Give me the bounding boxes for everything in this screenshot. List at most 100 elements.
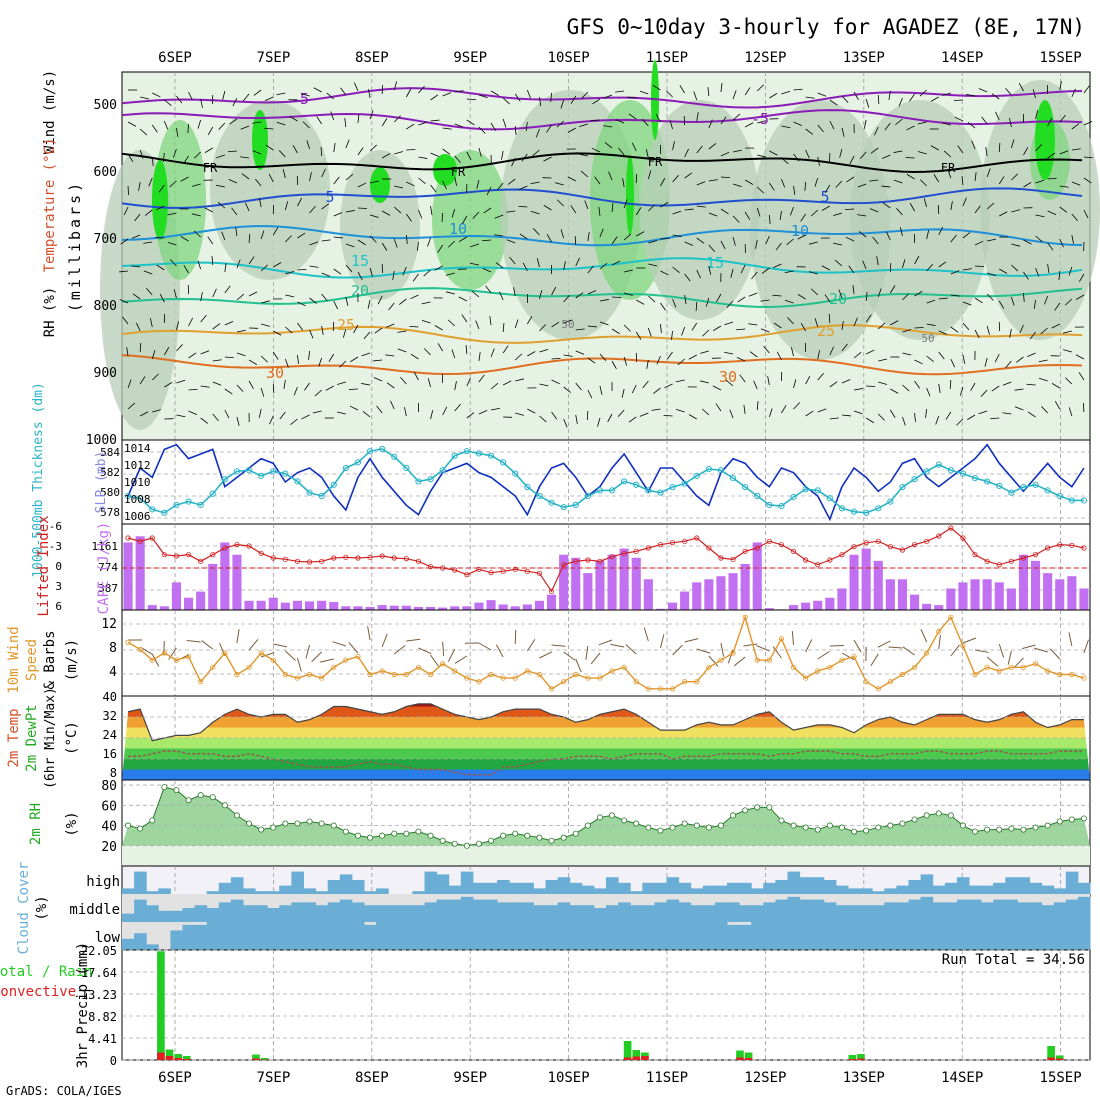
cloud-bar: [799, 877, 813, 894]
upper-wind-barb: [514, 319, 519, 329]
upper-wind-barb: [995, 111, 1000, 121]
wind-label-a: 10m Wind: [6, 626, 22, 693]
cloud-bar: [327, 880, 341, 894]
upper-wind-barb: [865, 314, 872, 323]
temp-contour: [121, 324, 1083, 344]
upper-wind-barb: [853, 91, 859, 100]
cape-bar: [885, 579, 895, 610]
li-tick: 6: [55, 600, 62, 613]
upper-wind-barb: [870, 147, 879, 154]
upper-wind-barb: [546, 124, 552, 133]
upper-wind-barb: [421, 301, 431, 305]
upper-wind-barb: [476, 179, 480, 189]
wind-speed-point: [1081, 675, 1087, 681]
thickness-line-point: [1020, 483, 1027, 491]
date-label-bottom: 10SEP: [548, 1070, 590, 1086]
wind-barb: [348, 642, 359, 654]
upper-wind-barb: [773, 263, 782, 269]
rh-point: [572, 830, 579, 837]
upper-wind-barb: [539, 348, 549, 353]
rh-point: [367, 834, 374, 841]
thickness-line-point: [693, 472, 700, 479]
cloud-bar: [702, 885, 716, 894]
cloud-bar: [618, 922, 631, 950]
cape-bar: [220, 542, 230, 610]
upper-wind-barb: [1005, 360, 1012, 369]
upper-wind-barb: [1011, 173, 1019, 181]
upper-wind-barb: [763, 345, 770, 354]
upper-wind-barb: [628, 416, 637, 423]
upper-wind-barb: [865, 98, 870, 108]
thickness-line-point: [330, 481, 337, 488]
upper-wind-barb: [902, 329, 912, 333]
upper-wind-barb: [434, 325, 443, 331]
temp-contour: [121, 257, 1083, 279]
wind-barb: [367, 626, 371, 641]
cloud-bar: [339, 922, 353, 950]
upper-wind-barb: [720, 208, 729, 215]
upper-wind-barb: [525, 121, 528, 131]
upper-wind-barb: [393, 238, 398, 248]
upper-wind-barb: [143, 241, 153, 244]
rh-point: [705, 824, 712, 831]
upper-wind-barb: [284, 201, 289, 211]
cloud-bar: [593, 908, 607, 922]
upper-wind-barb: [876, 256, 879, 266]
upper-wind-barb: [700, 380, 709, 384]
upper-wind-barb: [410, 353, 419, 360]
thickness-line-point: [548, 499, 555, 506]
cloud-bar: [739, 882, 752, 894]
upper-wind-barb: [1023, 271, 1029, 280]
cloud-bar: [448, 899, 462, 922]
upper-wind-barb: [248, 256, 255, 265]
wind-speed-point: [234, 671, 240, 678]
upper-wind-barb: [289, 116, 298, 122]
wind-speed-point: [972, 671, 978, 678]
contour-label: 15: [706, 254, 724, 272]
upper-wind-barb: [1027, 411, 1036, 418]
upper-wind-barb: [684, 294, 687, 304]
upper-wind-barb: [877, 413, 885, 421]
slp-tick: 1014: [124, 442, 151, 455]
upper-wind-barb: [914, 412, 916, 422]
upper-wind-barb: [587, 290, 597, 295]
upper-wind-barb: [805, 410, 814, 417]
upper-wind-barb: [914, 290, 923, 297]
upper-wind-barb: [1018, 82, 1024, 92]
wind-speed-point: [452, 668, 458, 674]
precip-conv-bar: [623, 1057, 632, 1060]
upper-wind-barb: [611, 236, 618, 245]
upper-wind-barb: [416, 241, 419, 251]
upper-wind-barb: [817, 124, 824, 133]
upper-wind-barb: [829, 99, 838, 106]
upper-wind-barb: [1005, 87, 1012, 96]
upper-wind-barb: [309, 265, 319, 268]
upper-wind-barb: [180, 176, 189, 182]
upper-wind-barb: [730, 268, 734, 278]
upper-wind-barb: [751, 271, 758, 280]
cape-bar: [1043, 573, 1053, 610]
upper-wind-barb: [756, 400, 759, 411]
upper-wind-barb: [176, 344, 183, 352]
wind-speed-point: [899, 671, 906, 678]
upper-wind-barb: [857, 183, 867, 188]
cloud-level-label: low: [95, 930, 121, 946]
upper-wind-barb: [623, 356, 628, 366]
upper-wind-barb: [603, 125, 613, 128]
cape-bar: [825, 597, 835, 610]
cloud-bar: [775, 880, 788, 894]
thickness-line-point: [512, 470, 519, 477]
cloud-bar: [944, 902, 958, 922]
li-point: [948, 525, 954, 531]
precip-total-bar: [260, 1058, 269, 1060]
thickness-line-point: [742, 483, 749, 491]
wind-barb: [659, 634, 665, 649]
upper-wind-barb: [839, 148, 843, 158]
upper-wind-barb: [151, 373, 160, 381]
cloud-bar: [618, 902, 631, 922]
upper-wind-barb: [888, 90, 891, 100]
thickness-line-point: [379, 445, 386, 453]
upper-wind-barb: [216, 154, 225, 159]
upper-wind-barb: [817, 350, 821, 360]
